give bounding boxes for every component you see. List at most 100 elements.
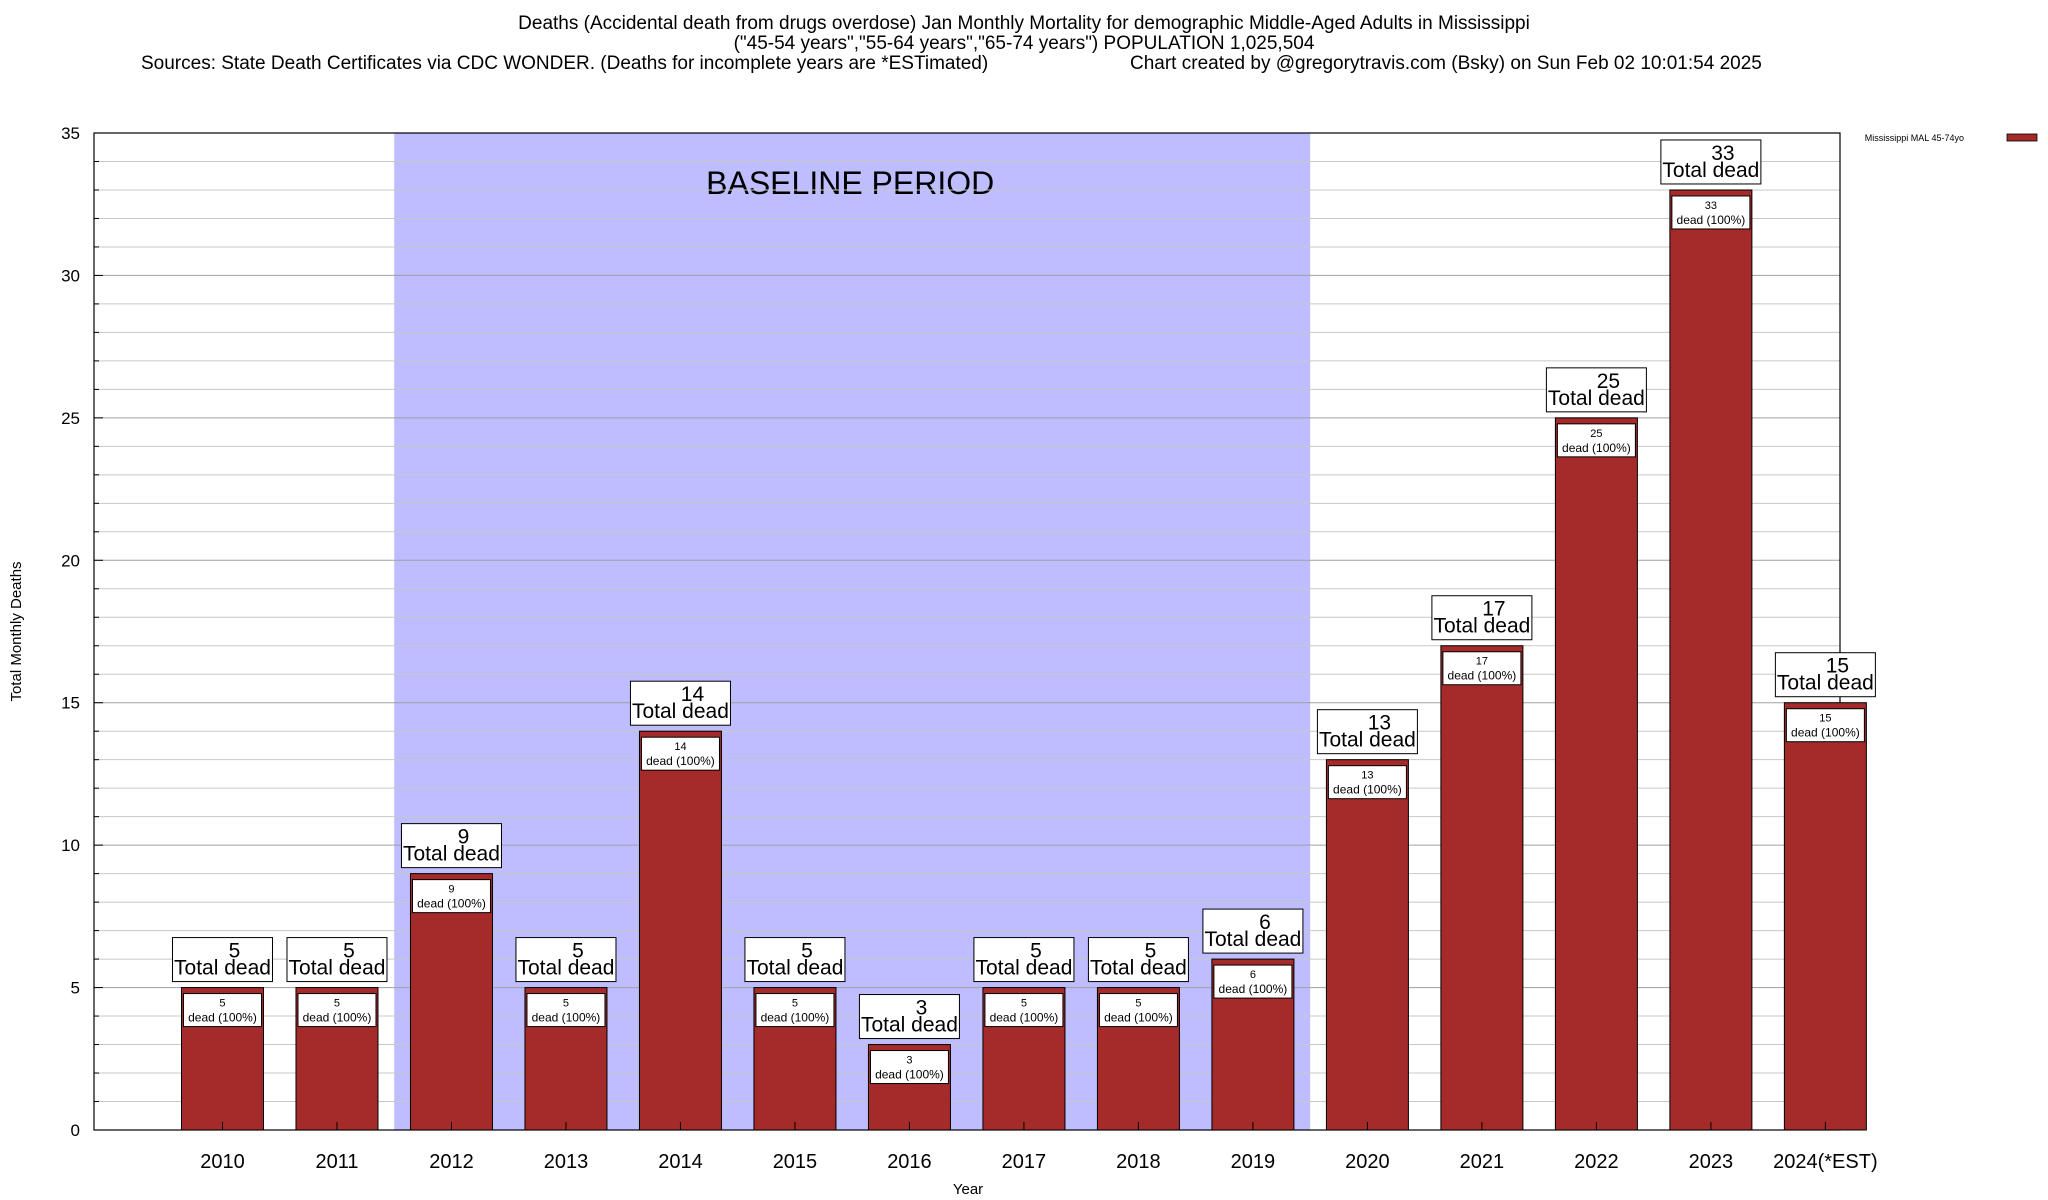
total-label-value: 14 (681, 683, 705, 706)
total-label-text: Total dead (1433, 615, 1530, 638)
total-label-box (515, 937, 617, 983)
plot-frame (93, 132, 1841, 1131)
chart-subtitle: ("45-54 years","55-64 years","65-74 year… (733, 33, 1315, 54)
x-axis-label: Year (953, 1181, 983, 1198)
segment-label-box (984, 993, 1064, 1028)
total-label-box (744, 937, 846, 983)
bar (1325, 759, 1409, 1131)
total-label-box (1087, 937, 1189, 983)
total-label-text: Total dead (1548, 387, 1645, 410)
segment-label-text: dead (100%) (532, 1011, 601, 1025)
segment-label-text: dead (100%) (1333, 783, 1402, 797)
y-tick-label: 15 (61, 694, 80, 713)
total-label-value: 5 (1145, 940, 1157, 963)
x-tick-label: 2019 (1231, 1151, 1276, 1173)
segment-label-value: 9 (448, 884, 454, 896)
segment-label-text: dead (100%) (646, 754, 715, 768)
total-label-box (1316, 709, 1418, 755)
segment-label-box (640, 736, 720, 771)
x-tick-label: 2013 (544, 1151, 589, 1173)
bar (1669, 189, 1753, 1131)
y-tick-label: 20 (61, 551, 80, 570)
total-label-box (286, 937, 388, 983)
chart-sources: Sources: State Death Certificates via CD… (141, 53, 989, 74)
total-label-value: 5 (1030, 940, 1042, 963)
total-label-text: Total dead (289, 957, 386, 980)
segment-label-box (1213, 964, 1293, 999)
segment-label-text: dead (100%) (303, 1011, 372, 1025)
baseline-period-label: BASELINE PERIOD (706, 165, 994, 201)
y-axis-label: Total Monthly Deaths (8, 561, 25, 701)
segment-label-text: dead (100%) (761, 1011, 830, 1025)
bar (1554, 417, 1638, 1131)
total-label-text: Total dead (975, 957, 1072, 980)
segment-label-text: dead (100%) (875, 1068, 944, 1082)
total-label-box (629, 680, 731, 726)
y-tick-label: 30 (61, 266, 80, 285)
total-label-value: 9 (458, 826, 470, 849)
total-label-text: Total dead (174, 957, 271, 980)
bar (638, 730, 722, 1131)
segment-label-value: 6 (1250, 969, 1256, 981)
x-tick-label: 2015 (773, 1151, 818, 1173)
total-label-text: Total dead (632, 700, 729, 723)
total-label-text: Total dead (1662, 159, 1759, 182)
x-tick-label: 2024(*EST) (1773, 1151, 1878, 1173)
total-label-value: 5 (801, 940, 813, 963)
legend-swatch (2006, 133, 2038, 142)
total-label-box (1545, 367, 1647, 413)
total-label-box (171, 937, 273, 983)
segment-label-box (1556, 423, 1636, 458)
segment-label-value: 5 (1135, 998, 1141, 1010)
legend: Mississippi MAL 45-74yo (1865, 133, 2038, 143)
segment-label-text: dead (100%) (1562, 441, 1631, 455)
total-label-value: 25 (1597, 370, 1620, 393)
total-label-value: 33 (1711, 142, 1734, 165)
x-tick-label: 2014 (658, 1151, 703, 1173)
total-label-value: 6 (1259, 911, 1271, 934)
segment-label-value: 33 (1705, 200, 1717, 212)
total-label-box (858, 994, 960, 1040)
segment-label-text: dead (100%) (1791, 726, 1860, 740)
total-label-text: Total dead (1319, 729, 1416, 752)
bar (1440, 645, 1524, 1131)
segment-label-value: 15 (1819, 713, 1831, 725)
total-label-text: Total dead (1090, 957, 1187, 980)
segment-label-box (1671, 195, 1751, 230)
y-tick-label: 5 (71, 979, 80, 998)
segment-label-text: dead (100%) (417, 897, 486, 911)
segment-label-value: 5 (334, 998, 340, 1010)
segment-label-text: dead (100%) (1104, 1011, 1173, 1025)
segment-label-value: 13 (1361, 770, 1373, 782)
total-label-box (400, 823, 502, 869)
segment-label-box (1442, 651, 1522, 686)
total-label-value: 13 (1368, 712, 1391, 735)
y-tick-label: 25 (61, 409, 80, 428)
legend-label: Mississippi MAL 45-74yo (1865, 133, 1964, 143)
segment-label-box (297, 993, 377, 1028)
plot-border (93, 132, 1841, 1131)
total-label-text: Total dead (746, 957, 843, 980)
segment-label-value: 17 (1476, 656, 1488, 668)
segment-label-value: 3 (906, 1055, 912, 1067)
segment-label-box (755, 993, 835, 1028)
segment-label-box (1327, 765, 1407, 800)
y-tick-label: 10 (61, 836, 80, 855)
segment-label-text: dead (100%) (1219, 982, 1288, 996)
x-tick-label: 2023 (1689, 1151, 1734, 1173)
x-tick-label: 2010 (200, 1151, 245, 1173)
segment-label-box (1098, 993, 1178, 1028)
total-label-text: Total dead (1204, 928, 1301, 951)
segment-label-text: dead (100%) (1448, 669, 1517, 683)
segment-label-value: 5 (219, 998, 225, 1010)
x-tick-label: 2017 (1002, 1151, 1047, 1173)
total-label-text: Total dead (861, 1014, 958, 1037)
total-label-value: 5 (343, 940, 355, 963)
segment-label-box (1785, 708, 1865, 743)
segment-label-box (869, 1050, 949, 1085)
segment-label-value: 5 (792, 998, 798, 1010)
segment-label-text: dead (100%) (1677, 213, 1746, 227)
